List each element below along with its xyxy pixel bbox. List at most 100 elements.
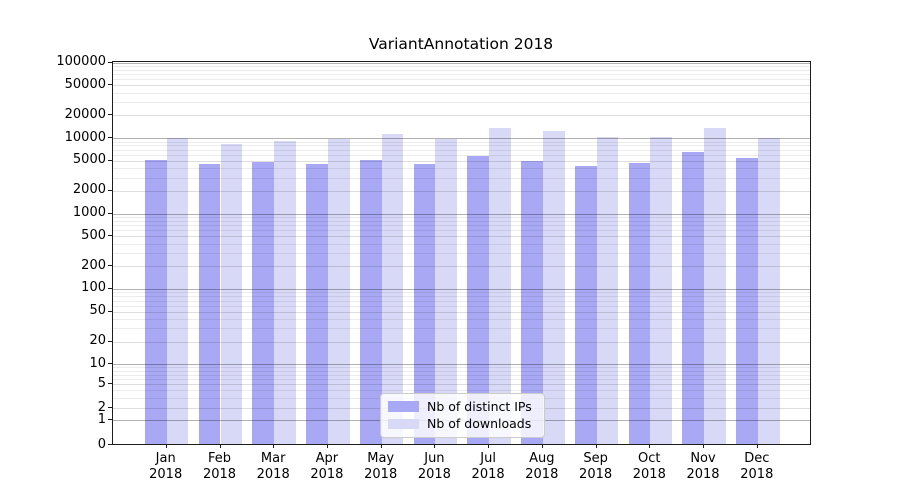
- legend: Nb of distinct IPs Nb of downloads: [380, 392, 545, 438]
- grid-line-9000: [113, 141, 810, 143]
- bar-ips-apr: [306, 163, 328, 445]
- legend-label-distinct-ips: Nb of distinct IPs: [427, 398, 532, 414]
- y-tick-0: [107, 444, 112, 446]
- legend-swatch-distinct-ips: [388, 401, 419, 412]
- grid-line-6000: [113, 154, 810, 156]
- x-tick-label-feb: Feb 2018: [202, 451, 237, 482]
- x-tick-label-jul: Jul 2018: [471, 451, 505, 482]
- grid-line-7000: [113, 149, 810, 151]
- grid-line-60000: [113, 79, 810, 81]
- grid-line-9: [113, 367, 810, 369]
- x-tick-label-dec: Dec 2018: [740, 451, 774, 482]
- y-tick-1: [107, 419, 112, 420]
- legend-label-downloads: Nb of downloads: [427, 416, 532, 432]
- y-tick-50000: [107, 84, 112, 86]
- grid-line-8: [113, 370, 810, 372]
- grid-line-400: [113, 243, 810, 245]
- x-tick-jan: [165, 444, 167, 449]
- y-tick-5: [107, 383, 112, 385]
- y-tick-2: [107, 407, 112, 409]
- grid-line-5: [113, 384, 810, 386]
- x-tick-label-oct: Oct 2018: [632, 451, 666, 482]
- y-tick-label-0: 0: [97, 436, 106, 452]
- grid-line-500: [113, 236, 810, 238]
- grid-line-100: [113, 288, 810, 290]
- grid-line-100000: [113, 62, 810, 64]
- x-tick-mar: [273, 444, 275, 449]
- x-tick-oct: [649, 444, 651, 449]
- grid-line-4: [113, 390, 810, 392]
- x-tick-may: [380, 444, 382, 449]
- grid-line-800: [113, 220, 810, 222]
- y-tick-label-20: 20: [89, 333, 106, 349]
- y-tick-label-100000: 100000: [56, 54, 106, 70]
- bar-ips-mar: [252, 162, 275, 445]
- grid-line-40000: [113, 92, 810, 94]
- grid-line-5000: [113, 160, 810, 162]
- y-tick-label-5000: 5000: [72, 152, 106, 168]
- x-tick-label-jun: Jun 2018: [417, 451, 451, 482]
- grid-line-80: [113, 296, 810, 298]
- grid-line-2000: [113, 190, 810, 192]
- y-tick-2000: [107, 189, 112, 191]
- grid-line-20: [113, 341, 810, 343]
- grid-line-700: [113, 225, 810, 227]
- x-tick-label-jan: Jan 2018: [149, 451, 183, 482]
- grid-line-8000: [113, 145, 810, 147]
- y-tick-10000: [107, 137, 112, 139]
- grid-line-30: [113, 328, 810, 330]
- y-tick-5000: [107, 159, 112, 161]
- x-tick-feb: [219, 444, 221, 449]
- x-tick-label-apr: Apr 2018: [310, 451, 344, 482]
- grid-line-50: [113, 311, 810, 313]
- bar-ips-nov: [682, 151, 704, 445]
- y-tick-100: [107, 287, 112, 289]
- bar-ips-oct: [628, 162, 651, 445]
- grid-line-200: [113, 266, 810, 268]
- y-tick-20: [107, 340, 112, 342]
- grid-line-10: [113, 364, 810, 366]
- grid-line-1000: [113, 213, 810, 215]
- y-tick-label-1000: 1000: [72, 205, 106, 220]
- grid-line-90000: [113, 66, 810, 68]
- grid-line-90: [113, 292, 810, 294]
- y-tick-500: [107, 235, 112, 237]
- bar-downloads-nov: [704, 128, 726, 445]
- grid-line-80000: [113, 70, 810, 71]
- bar-downloads-aug: [542, 131, 565, 445]
- y-tick-label-500: 500: [81, 227, 106, 243]
- grid-line-40: [113, 318, 810, 320]
- y-tick-200: [107, 265, 112, 267]
- x-tick-sep: [595, 444, 597, 449]
- y-tick-100000: [107, 61, 112, 63]
- x-tick-nov: [703, 444, 704, 449]
- y-tick-label-10: 10: [89, 355, 106, 371]
- y-tick-label-100: 100: [81, 280, 106, 296]
- x-tick-label-may: May 2018: [364, 451, 398, 482]
- bar-ips-feb: [198, 164, 221, 445]
- grid-line-70: [113, 300, 810, 302]
- bar-ips-may: [359, 159, 382, 445]
- grid-line-30000: [113, 102, 810, 104]
- grid-line-50000: [113, 85, 810, 87]
- x-tick-label-sep: Sep 2018: [579, 451, 613, 482]
- x-tick-label-aug: Aug 2018: [525, 451, 559, 482]
- y-tick-label-50: 50: [89, 303, 106, 319]
- bar-ips-aug: [521, 161, 543, 445]
- x-tick-jun: [434, 444, 436, 449]
- bar-ips-jan: [144, 160, 167, 445]
- y-tick-label-2: 2: [97, 399, 106, 415]
- grid-line-900: [113, 217, 810, 218]
- grid-line-70000: [113, 74, 810, 76]
- y-tick-50: [107, 310, 112, 312]
- y-tick-20000: [107, 114, 112, 116]
- grid-line-7: [113, 374, 810, 376]
- y-tick-label-10000: 10000: [64, 129, 106, 145]
- y-tick-1000: [107, 212, 112, 214]
- x-tick-jul: [488, 444, 490, 449]
- grid-line-600: [113, 230, 810, 232]
- y-tick-label-1: 1: [97, 411, 106, 427]
- x-tick-label-nov: Nov 2018: [686, 451, 720, 482]
- bar-ips-jul: [467, 155, 490, 445]
